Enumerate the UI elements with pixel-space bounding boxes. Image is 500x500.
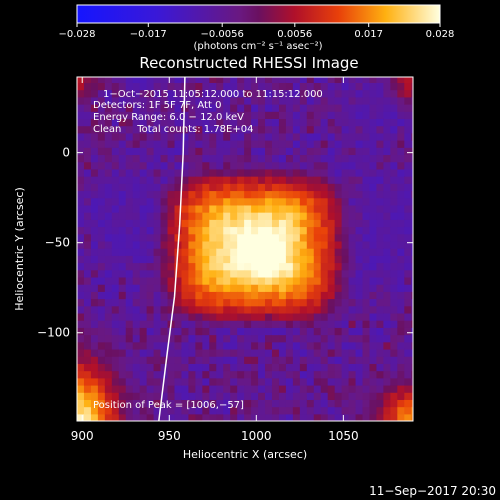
- colorbar-tick-label: −0.0056: [201, 29, 244, 40]
- annotation-energy-range: Energy Range: 6.0 − 12.0 keV: [93, 112, 244, 123]
- y-tick-label: −100: [37, 326, 70, 340]
- annotation-detectors: Detectors: 1F 5F 7F, Att 0: [93, 100, 221, 111]
- heatmap-image: [77, 77, 413, 421]
- x-axis-label: Heliocentric X (arcsec): [183, 448, 307, 461]
- x-axis: 900 950 1000 1050: [71, 77, 359, 443]
- x-tick-label: 1000: [241, 429, 272, 443]
- y-tick-label: 0: [62, 146, 70, 160]
- colorbar-tick-label: 0.028: [426, 29, 455, 40]
- plot-frame: [76, 76, 414, 422]
- solar-limb-curve: [158, 77, 186, 421]
- x-tick-label: 950: [158, 429, 181, 443]
- colorbar-tick-label: 0.0056: [277, 29, 312, 40]
- colorbar-gradient: [76, 4, 441, 24]
- annotation-counts: Clean Total counts: 1.78E+04: [93, 124, 253, 135]
- peak-position-label: Position of Peak = [1006,−57]: [93, 400, 244, 411]
- colorbar-tick-label: 0.017: [354, 29, 383, 40]
- chart-title: Reconstructed RHESSI Image: [139, 54, 358, 72]
- footer-timestamp: 11−Sep−2017 20:30: [369, 484, 496, 498]
- x-tick-label: 1050: [328, 429, 359, 443]
- annotation-time-range: 1−Oct−2015 11:05:12.000 to 11:15:12.000: [103, 89, 323, 100]
- y-tick-label: −50: [45, 236, 70, 250]
- colorbar: −0.028 −0.017 −0.0056 0.0056 0.017 0.028 (pho…: [58, 4, 454, 52]
- y-axis-label: Heliocentric Y (arcsec): [13, 187, 26, 311]
- colorbar-tick-label: −0.028: [58, 29, 95, 40]
- heatmap-cells: [77, 77, 413, 421]
- colorbar-ticks: −0.028 −0.017 −0.0056 0.0056 0.017 0.028: [58, 23, 454, 40]
- y-axis: 0 −50 −100: [37, 146, 413, 340]
- x-tick-label: 900: [71, 429, 94, 443]
- annotation-block: 1−Oct−2015 11:05:12.000 to 11:15:12.000 …: [93, 89, 323, 135]
- colorbar-unit-label: (photons cm⁻² s⁻¹ asec⁻²): [193, 41, 322, 52]
- colorbar-tick-label: −0.017: [130, 29, 167, 40]
